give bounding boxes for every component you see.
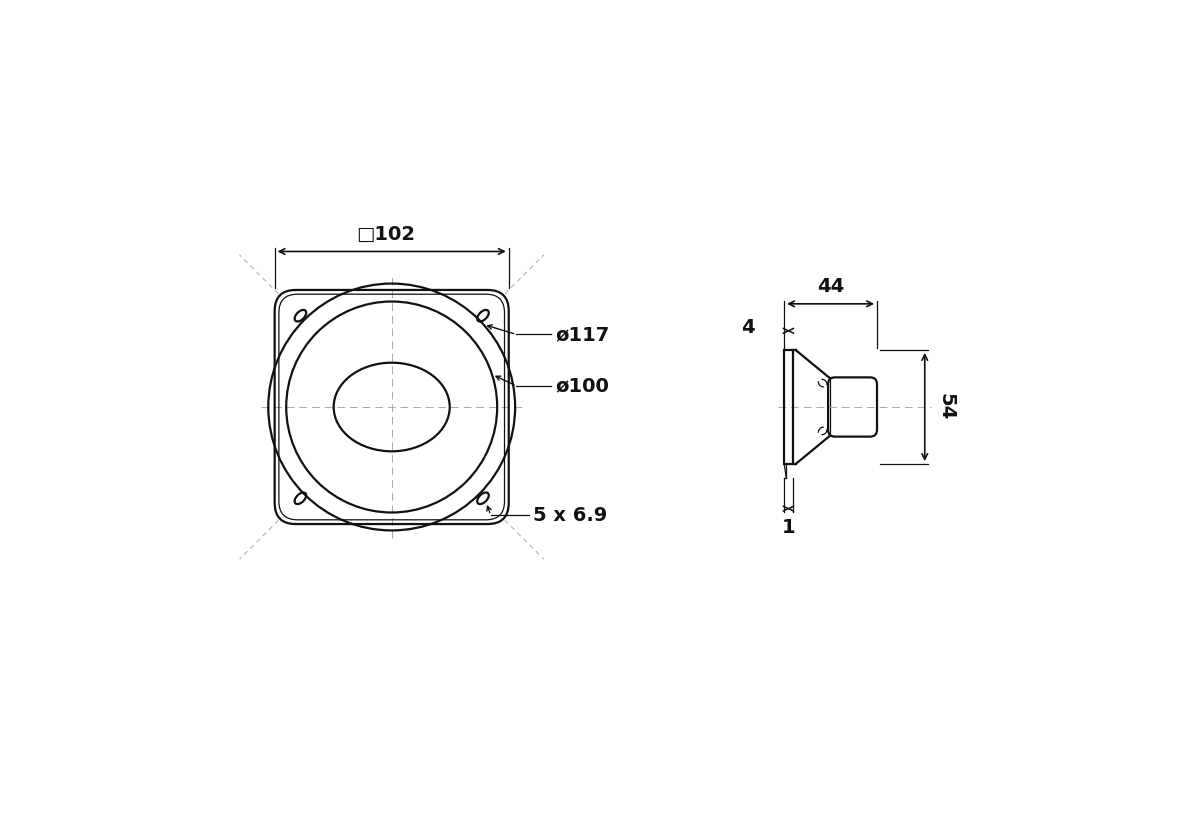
Text: 5 x 6.9: 5 x 6.9 bbox=[533, 506, 607, 525]
Text: 4: 4 bbox=[742, 318, 755, 337]
Text: □102: □102 bbox=[356, 224, 415, 243]
Text: ø100: ø100 bbox=[554, 376, 608, 395]
Text: 54: 54 bbox=[937, 394, 956, 421]
Text: ø117: ø117 bbox=[554, 325, 610, 344]
Text: 1: 1 bbox=[781, 518, 796, 537]
Text: 44: 44 bbox=[817, 277, 845, 296]
